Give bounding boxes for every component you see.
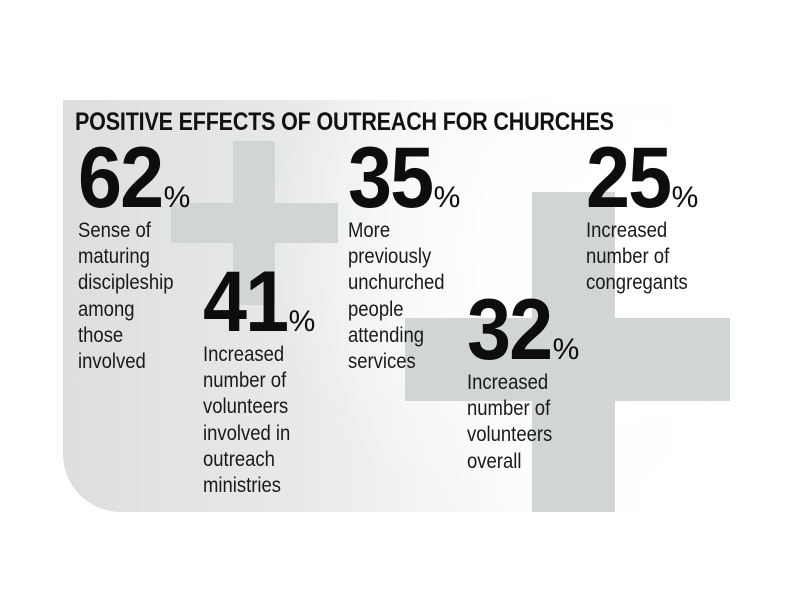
description-line: congregants	[586, 271, 688, 295]
stat-description: Increased number of volunteers overall	[467, 370, 566, 475]
stat-congregants: 25 % Increased number of congregants	[586, 130, 702, 297]
stat-figure: 35 %	[348, 130, 461, 226]
stat-outreach-volunteers: 41 % Increased number of volunteers invo…	[203, 254, 316, 499]
small-cross-icon-horizontal	[171, 203, 338, 243]
description-line: outreach	[203, 447, 275, 471]
description-line: More	[348, 219, 391, 242]
description-line: Sense of	[78, 219, 151, 242]
stat-figure: 41 %	[203, 254, 316, 350]
description-line: maturing	[78, 245, 150, 269]
stat-overall-volunteers: 32 % Increased number of volunteers over…	[467, 282, 580, 475]
stat-unchurched-attending: 35 % More previously unchurched people a…	[348, 130, 461, 375]
description-line: involved in	[203, 421, 291, 445]
description-line: overall	[467, 449, 522, 473]
stat-discipleship: 62 % Sense of maturing discipleship amon…	[78, 130, 191, 375]
percent-sign: %	[163, 181, 191, 214]
large-cross-icon-horizontal	[405, 318, 730, 401]
percent-sign: %	[552, 333, 580, 366]
stat-value: 41	[203, 254, 289, 350]
description-line: number of	[586, 245, 670, 269]
stat-value: 25	[586, 130, 672, 226]
infographic-panel	[63, 100, 731, 512]
stat-description: Sense of maturing discipleship among tho…	[78, 218, 177, 375]
description-line: number of	[467, 397, 551, 421]
percent-sign: %	[433, 181, 461, 214]
infographic-title: POSITIVE EFFECTS OF OUTREACH FOR CHURCHE…	[75, 108, 614, 136]
description-line: involved	[78, 350, 146, 374]
description-line: discipleship	[78, 271, 174, 295]
description-line: Increased	[586, 219, 668, 242]
description-line: attending	[348, 323, 425, 347]
description-line: unchurched	[348, 271, 445, 295]
description-line: Increased	[467, 371, 549, 394]
description-line: volunteers	[467, 423, 553, 447]
stat-value: 35	[348, 130, 434, 226]
description-line: those	[78, 323, 124, 347]
stat-figure: 62 %	[78, 130, 191, 226]
stat-value: 62	[78, 130, 164, 226]
percent-sign: %	[288, 305, 316, 338]
description-line: ministries	[203, 474, 282, 498]
description-line: volunteers	[203, 395, 289, 419]
stat-figure: 25 %	[586, 130, 702, 226]
description-line: people	[348, 297, 404, 321]
description-line: among	[78, 297, 135, 321]
stat-figure: 32 %	[467, 282, 580, 378]
description-line: services	[348, 350, 416, 374]
stat-description: Increased number of volunteers involved …	[203, 342, 302, 499]
percent-sign: %	[671, 181, 699, 214]
description-line: number of	[203, 369, 287, 393]
description-line: Increased	[203, 343, 285, 366]
stat-value: 32	[467, 282, 553, 378]
stat-description: Increased number of congregants	[586, 218, 688, 297]
stat-description: More previously unchurched people attend…	[348, 218, 447, 375]
description-line: previously	[348, 245, 432, 269]
